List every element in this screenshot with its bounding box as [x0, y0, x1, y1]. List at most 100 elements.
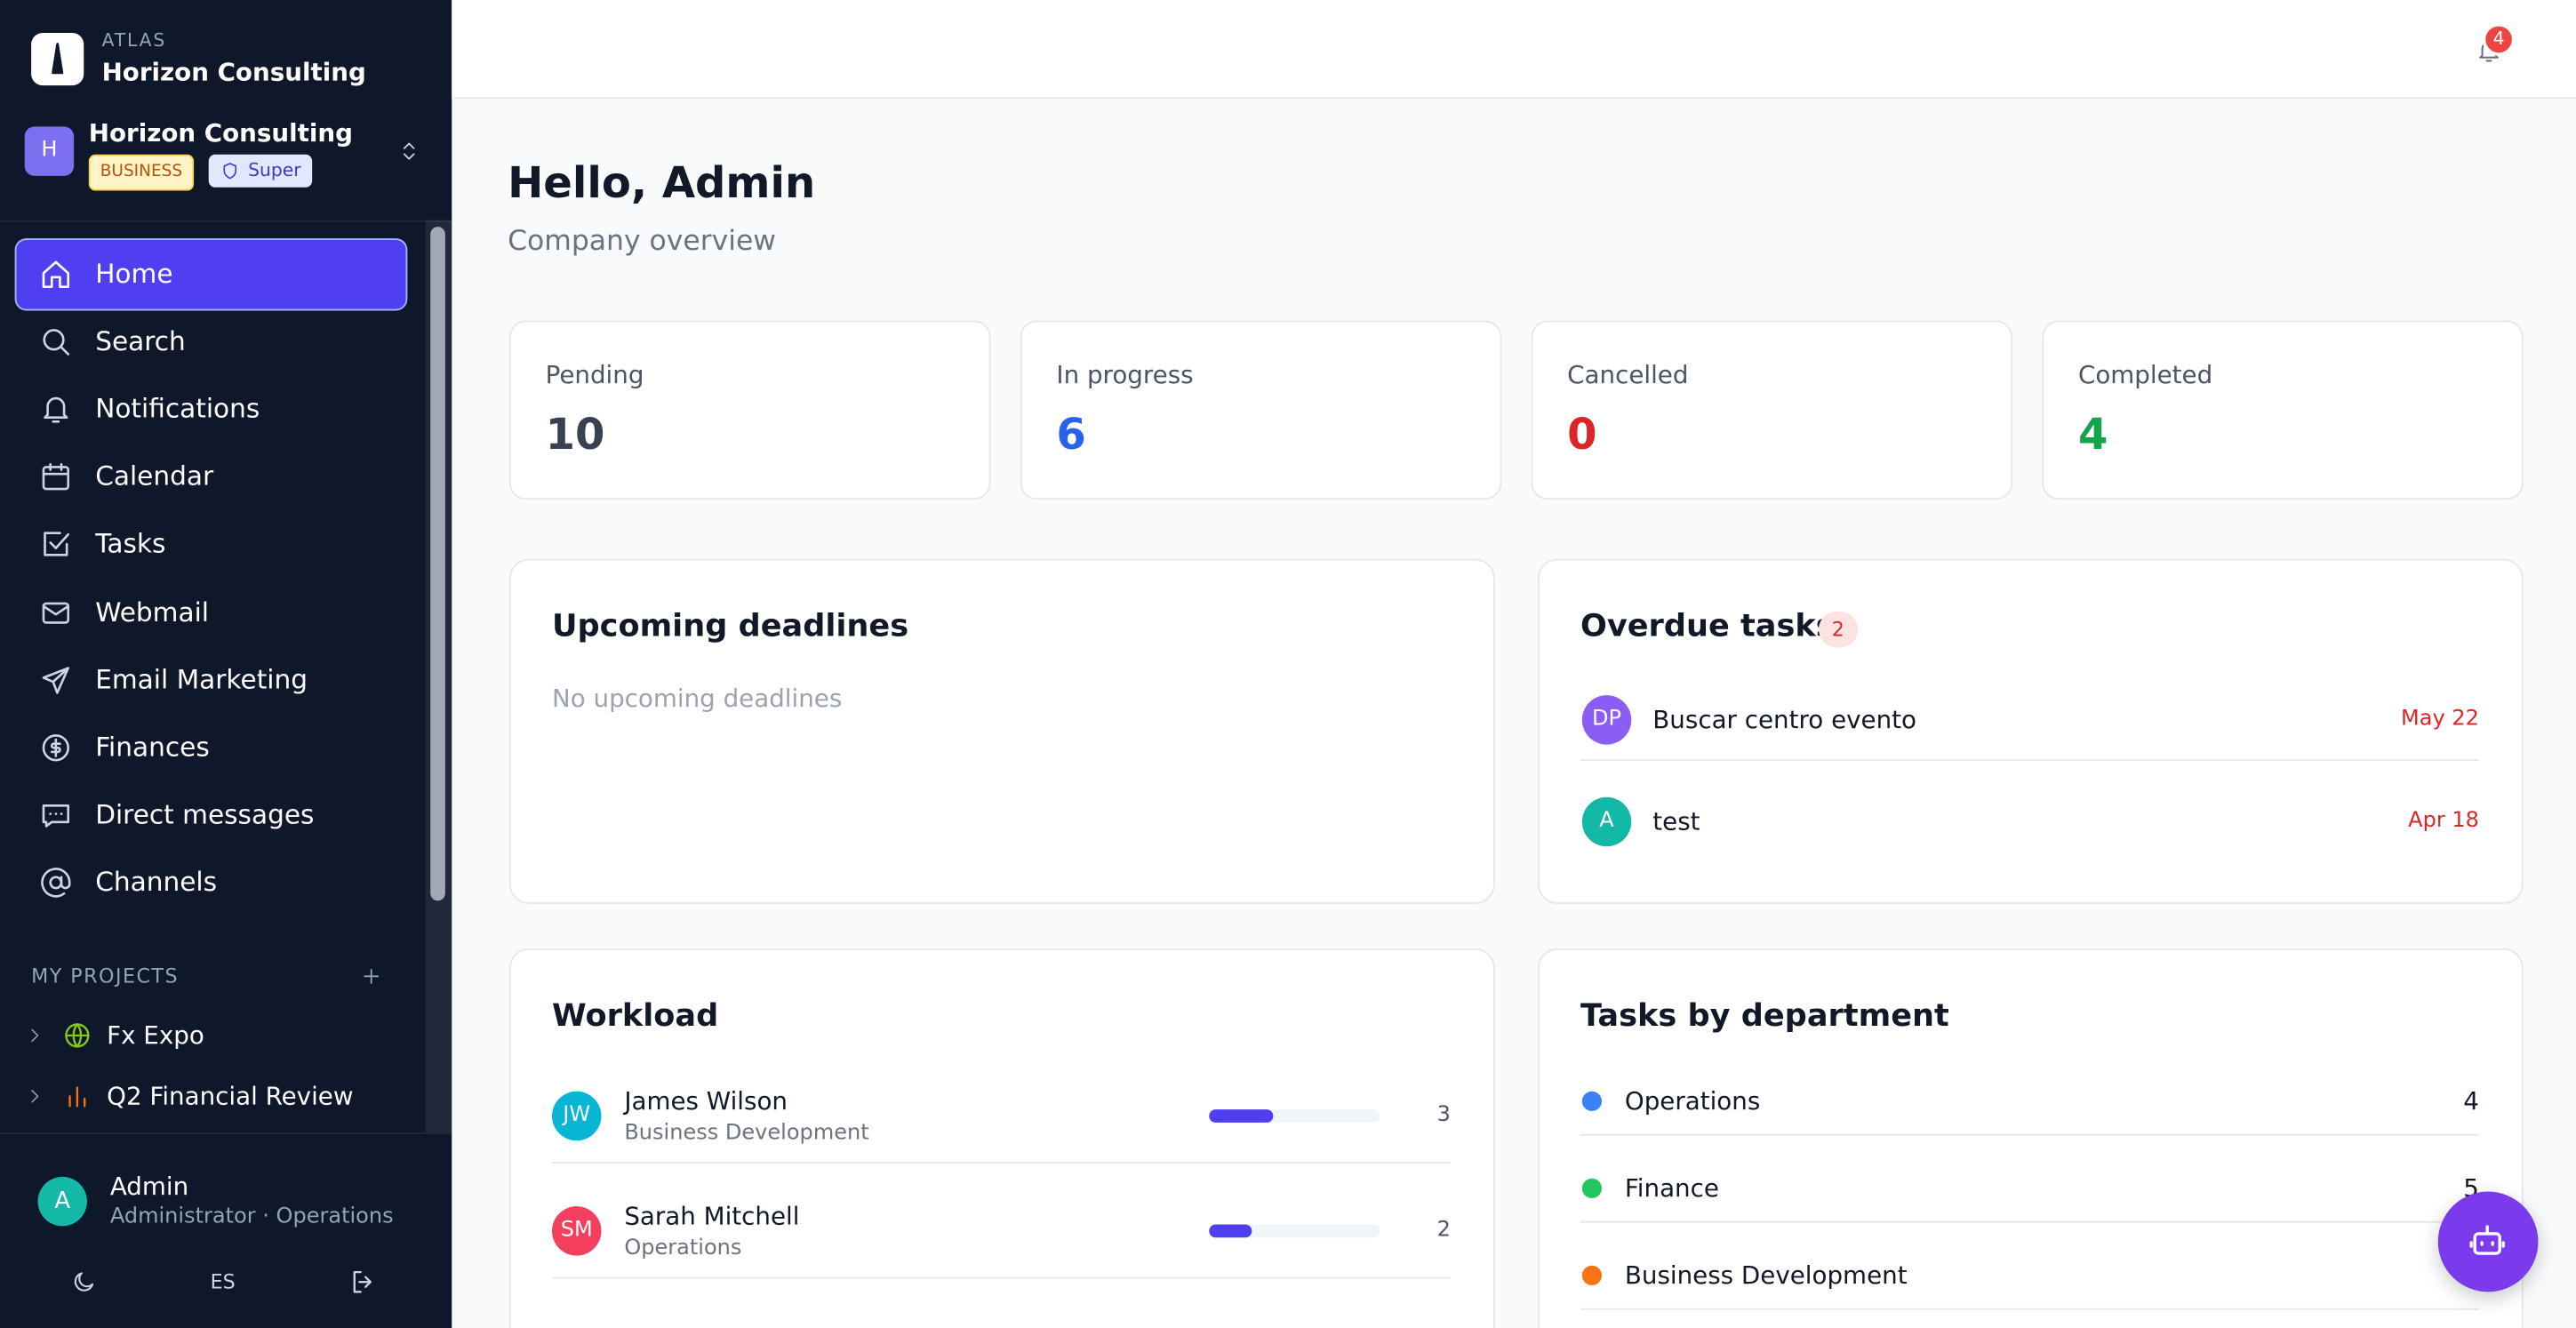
nav-icon [42, 601, 70, 623]
stat-card [1531, 320, 2013, 500]
panel-title: Upcoming deadlines [551, 608, 909, 644]
row-divider [1580, 759, 2479, 762]
row-divider [1580, 1308, 2479, 1310]
department-dot [1581, 1178, 1602, 1198]
member-name: James Wilson [624, 1086, 788, 1116]
nav-icon [43, 329, 70, 356]
assistant-button[interactable] [2437, 1191, 2539, 1292]
sidebar-divider [0, 1132, 452, 1134]
nav-icon [42, 260, 70, 288]
panel [1537, 948, 2524, 1328]
row-divider [551, 1276, 1451, 1279]
project-expand [31, 1028, 39, 1043]
sidebar-divider [0, 220, 452, 222]
workload-bar [1209, 1224, 1252, 1238]
stat-value: 6 [1056, 411, 1086, 460]
workload-count: 2 [1436, 1218, 1451, 1243]
nav-item[interactable]: Direct messages [95, 798, 315, 830]
panel [508, 558, 1495, 904]
task-date: May 22 [2401, 707, 2479, 732]
nav-item[interactable]: Notifications [95, 393, 260, 425]
add-project [364, 968, 380, 984]
task-title[interactable]: test [1652, 805, 1700, 836]
scroll-track [425, 220, 452, 1132]
panel [508, 948, 1495, 1328]
nav-icon [42, 733, 70, 761]
department-count: 4 [2463, 1086, 2479, 1116]
panel-title: Workload [551, 997, 719, 1035]
notification-badge: 4 [2482, 22, 2516, 56]
empty-state: No upcoming deadlines [551, 684, 843, 714]
stat-label: Cancelled [1567, 359, 1689, 390]
shield-icon [223, 163, 237, 180]
user-avatar: A [37, 1176, 87, 1227]
row-divider [551, 1162, 1451, 1164]
greeting-subtitle: Company overview [508, 225, 776, 259]
member-department: Operations [624, 1236, 742, 1261]
project-name[interactable]: Q2 Financial Review [107, 1081, 354, 1111]
stat-card [508, 320, 991, 500]
project-name[interactable]: Fx Expo [107, 1020, 204, 1051]
nav-item[interactable]: Calendar [95, 460, 214, 492]
role-badge: Super [208, 154, 313, 188]
member-avatar: JW [551, 1091, 602, 1141]
org-name: Horizon Consulting [88, 118, 354, 148]
panel-title: Tasks by department [1580, 997, 1949, 1035]
panel [1537, 558, 2524, 904]
logo-mark [52, 43, 64, 75]
row-divider [1580, 1133, 2479, 1136]
header-bar [452, 0, 2576, 99]
member-name: Sarah Mitchell [624, 1201, 800, 1231]
department-dot [1581, 1265, 1602, 1285]
project-icon [65, 1023, 90, 1048]
nav-icon [42, 666, 70, 693]
stat-value: 0 [1567, 411, 1597, 460]
member-avatar: SM [551, 1206, 602, 1256]
stat-card [2042, 320, 2524, 500]
projects-label: MY PROJECTS [31, 964, 180, 988]
project-icon [68, 1086, 86, 1108]
overdue-count: 2 [1818, 611, 1858, 648]
task-date: Apr 18 [2408, 807, 2479, 833]
nav-icon [41, 868, 71, 898]
nav-icon [42, 804, 70, 828]
workload-track [1209, 1224, 1380, 1238]
nav-icon [44, 397, 68, 423]
brand-kicker: ATLAS [101, 29, 167, 52]
task-title[interactable]: Buscar centro evento [1652, 705, 1917, 735]
nav-item[interactable]: Email Marketing [95, 663, 308, 695]
org-avatar: H [24, 126, 75, 176]
panel-title: Overdue tasks [1580, 608, 1835, 644]
nav-item[interactable]: Tasks [95, 528, 166, 560]
brand-name: Horizon Consulting [101, 57, 366, 87]
assistant-icon [2469, 1225, 2505, 1255]
nav-item[interactable]: Home [95, 258, 173, 290]
nav-icon [42, 463, 70, 491]
stat-label: In progress [1056, 359, 1194, 390]
stat-value: 10 [545, 411, 605, 460]
stat-card [1020, 320, 1502, 500]
task-avatar: A [1581, 796, 1632, 846]
sidebar-scrollbar [430, 227, 445, 901]
greeting-title: Hello, Admin [508, 159, 816, 209]
nav-item[interactable]: Finances [95, 731, 210, 763]
workload-count: 3 [1436, 1102, 1451, 1128]
org-switch [403, 142, 415, 160]
department-name: Finance [1624, 1173, 1719, 1204]
stat-label: Completed [2077, 359, 2213, 390]
language[interactable]: ES [210, 1270, 236, 1294]
nav-item[interactable]: Webmail [95, 596, 210, 628]
workload-bar [1209, 1109, 1274, 1123]
department-name: Operations [1624, 1086, 1761, 1116]
stat-value: 4 [2077, 411, 2108, 460]
member-department: Business Development [624, 1121, 869, 1146]
plan-badge: BUSINESS [88, 154, 195, 191]
row-divider [1580, 1220, 2479, 1223]
stat-label: Pending [545, 359, 644, 390]
nav-icon [44, 532, 70, 557]
nav-item[interactable]: Channels [95, 866, 218, 898]
nav-item[interactable]: Search [95, 325, 186, 357]
theme-toggle [74, 1272, 94, 1292]
